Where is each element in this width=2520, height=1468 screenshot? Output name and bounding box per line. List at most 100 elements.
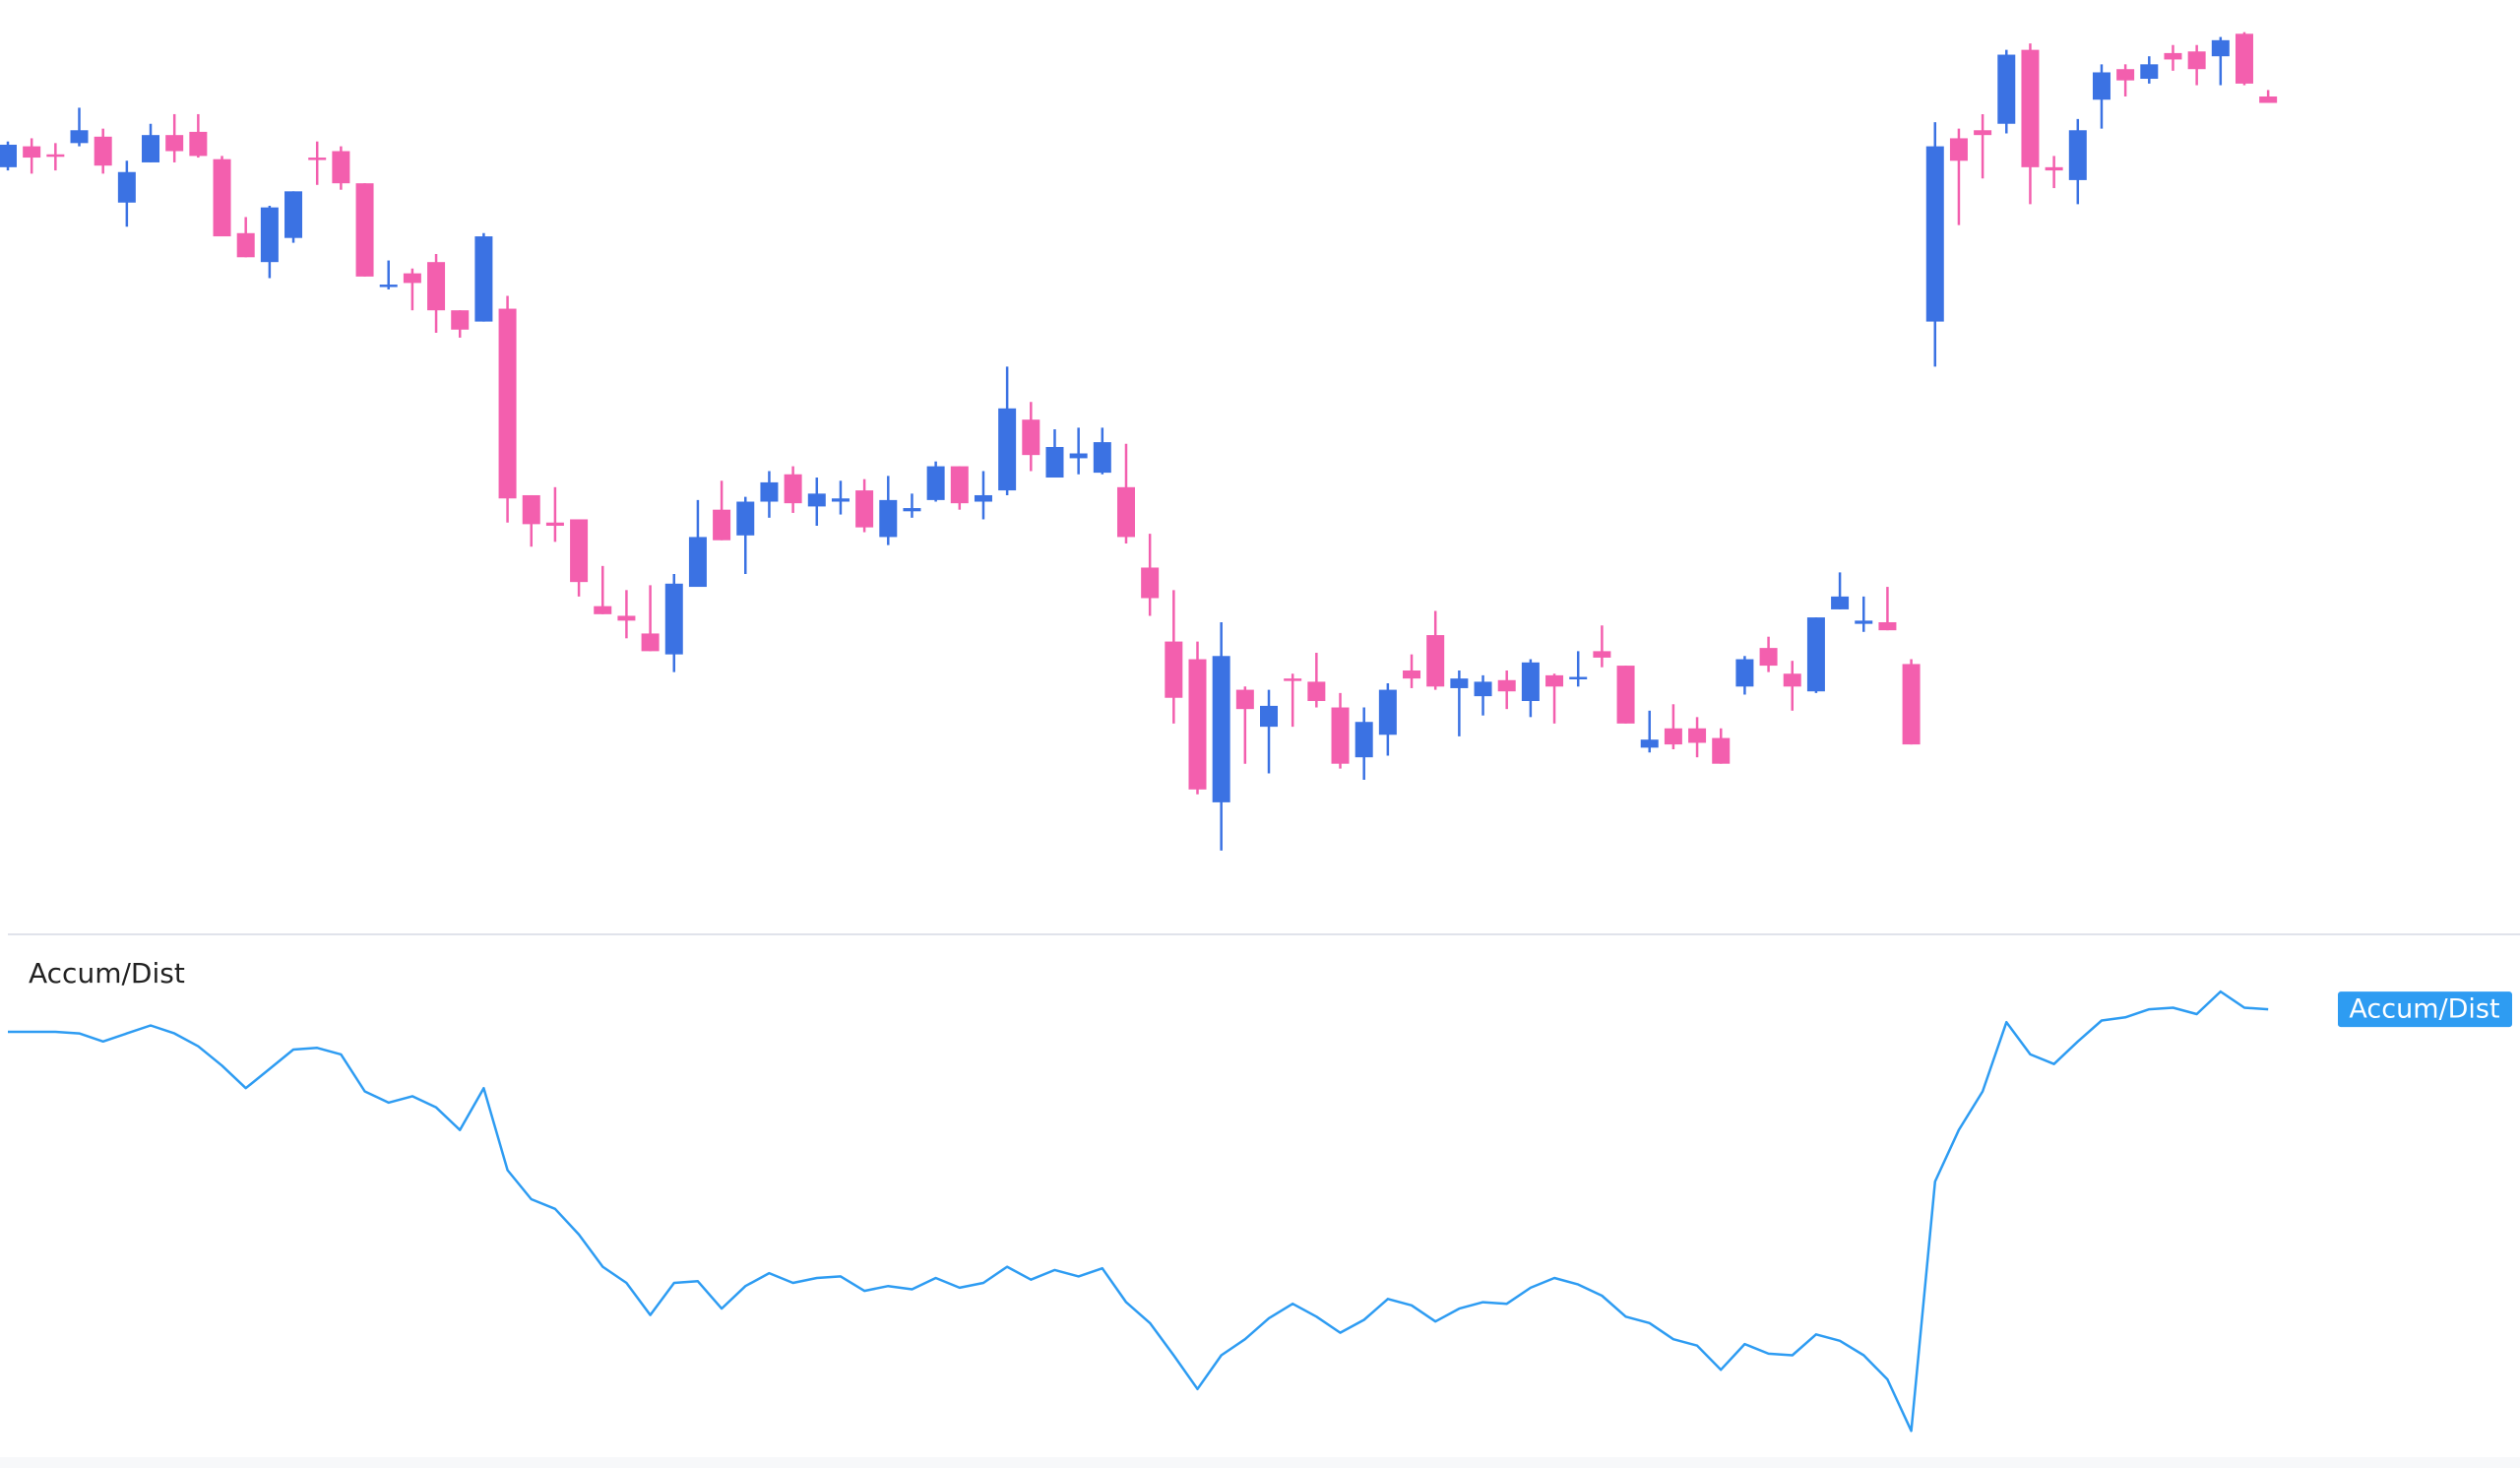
- candle-body: [760, 481, 779, 502]
- candle-body: [1188, 659, 1207, 790]
- candle-body: [451, 310, 470, 330]
- candle-body: [117, 171, 136, 203]
- candle-body: [1759, 648, 1778, 667]
- candle-body: [1403, 670, 1421, 679]
- candle-body: [189, 131, 208, 157]
- candle-body: [831, 498, 850, 502]
- indicator-badge-label: Accum/Dist: [2349, 994, 2499, 1025]
- candle-body: [284, 191, 303, 238]
- candle-body: [522, 494, 540, 525]
- candle-body: [379, 285, 398, 287]
- candle-body: [70, 130, 89, 144]
- candle-body: [1831, 596, 1850, 609]
- candle-body: [1855, 620, 1873, 624]
- candle-body: [260, 207, 279, 263]
- candle-body: [926, 466, 945, 500]
- candle-body: [570, 519, 589, 583]
- candle-body: [1925, 146, 1944, 322]
- candle-body: [784, 474, 802, 504]
- candle-body: [807, 493, 826, 507]
- indicator-value-badge: [2338, 991, 2512, 1028]
- candle-body: [664, 583, 683, 655]
- candle-body: [308, 158, 327, 160]
- candle-body: [1141, 567, 1160, 599]
- candle-body: [23, 146, 41, 159]
- candle-body: [1093, 442, 1111, 474]
- candle-body: [1450, 678, 1469, 688]
- candle-body: [2187, 51, 2206, 70]
- candle-body: [545, 522, 564, 527]
- candle-body: [1116, 486, 1135, 538]
- candle-body: [1378, 689, 1397, 735]
- indicator-line: [8, 989, 2269, 1433]
- candle-body: [355, 183, 374, 277]
- candle-body: [688, 537, 707, 588]
- candle-body: [1069, 453, 1088, 459]
- candle-body: [617, 615, 636, 621]
- candle-body: [1806, 617, 1825, 692]
- candle-body: [1783, 673, 1801, 687]
- bottom-strip: [0, 1457, 2520, 1468]
- candle-body: [1593, 651, 1611, 658]
- candle-body: [2021, 49, 2040, 167]
- candle-body: [1878, 621, 1897, 631]
- candle-body: [1949, 138, 1968, 161]
- candle-body: [1688, 728, 1707, 743]
- candle-body: [2211, 39, 2230, 57]
- candle-body: [46, 154, 65, 158]
- candle-body: [1165, 641, 1183, 698]
- candle-body: [1712, 737, 1731, 764]
- candle-body: [2259, 96, 2278, 103]
- candle-body: [332, 151, 350, 184]
- candle-body: [950, 466, 969, 504]
- candle-body: [1474, 681, 1492, 697]
- candle-body: [1974, 130, 1992, 136]
- candle-body: [213, 159, 231, 237]
- candle-body: [1545, 674, 1564, 687]
- candle-body: [974, 494, 992, 502]
- candle-body: [736, 501, 755, 536]
- candle-body: [236, 232, 255, 258]
- candle-body: [1426, 635, 1445, 687]
- candle-body: [2092, 72, 2110, 100]
- candle-body: [1735, 659, 1754, 687]
- candle-body: [1212, 656, 1230, 802]
- candle-body: [1022, 419, 1040, 456]
- candle-body: [1307, 681, 1326, 702]
- candle-body: [0, 144, 17, 167]
- candle-body: [142, 135, 160, 162]
- candle-body: [1569, 676, 1588, 680]
- candle-body: [1616, 666, 1635, 724]
- candle-body: [2068, 130, 2087, 180]
- candle-body: [713, 509, 731, 541]
- candle-body: [2045, 166, 2063, 171]
- candle-body: [1354, 722, 1373, 758]
- candle-body: [403, 273, 421, 284]
- candle-body: [1640, 739, 1659, 748]
- candle-body: [2235, 33, 2253, 84]
- candle-body: [2164, 52, 2182, 60]
- candle-body: [165, 135, 184, 152]
- candle-body: [855, 490, 874, 528]
- candle-body: [474, 236, 493, 322]
- candle-body: [879, 499, 898, 538]
- candle-body: [998, 408, 1017, 491]
- candle-body: [1521, 662, 1540, 702]
- candle-body: [427, 262, 446, 311]
- candle-body: [1664, 728, 1682, 745]
- candle-body: [94, 136, 112, 166]
- candle-body: [1260, 705, 1279, 728]
- candle-body: [1284, 678, 1302, 681]
- candle-body: [2116, 69, 2135, 81]
- candle-body: [903, 508, 921, 512]
- candle-body: [1497, 679, 1516, 692]
- candle-body: [641, 633, 660, 652]
- candle-body: [1235, 689, 1254, 710]
- candle-body: [498, 308, 517, 499]
- candle-body: [2140, 64, 2159, 80]
- candle-body: [1045, 446, 1064, 479]
- candle-body: [1997, 54, 2016, 124]
- indicator-title: Accum/Dist: [29, 957, 185, 989]
